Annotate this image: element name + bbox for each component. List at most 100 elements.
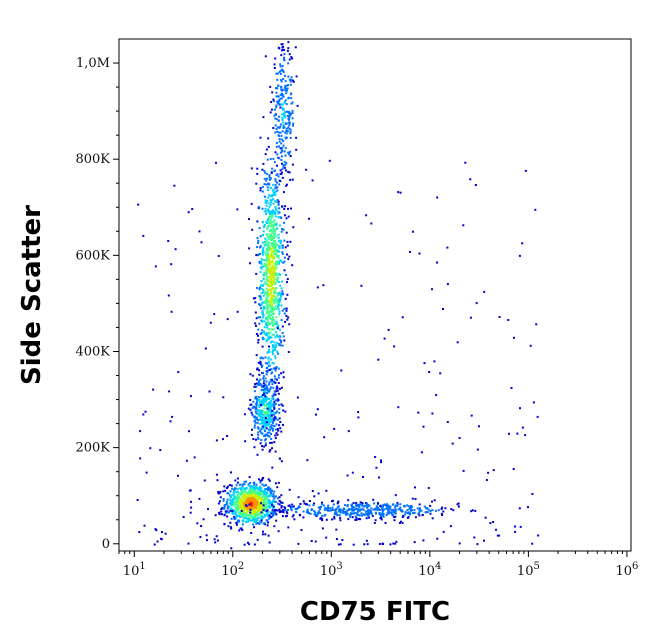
event-dot <box>250 433 253 436</box>
event-dot <box>271 500 274 503</box>
event-dot <box>248 488 251 491</box>
event-dot <box>259 497 262 499</box>
event-dot <box>474 184 477 186</box>
event-dot <box>226 318 229 321</box>
event-dot <box>254 519 257 522</box>
event-dot <box>269 300 272 303</box>
event-dot <box>401 316 404 319</box>
event-dot <box>292 505 295 508</box>
event-dot <box>295 508 298 510</box>
event-dot <box>258 485 261 488</box>
event-dot <box>274 249 277 252</box>
event-dot <box>230 517 233 520</box>
event-dot <box>363 543 366 546</box>
event-dot <box>285 217 288 220</box>
event-dot <box>316 514 319 517</box>
event-dot <box>279 169 282 172</box>
event-dot <box>247 497 250 500</box>
event-dot <box>295 148 298 151</box>
event-dot <box>234 505 237 508</box>
event-dot <box>257 254 260 257</box>
event-dot <box>274 357 277 360</box>
event-dot <box>261 241 264 244</box>
event-dot <box>267 510 270 513</box>
event-dot <box>345 510 348 513</box>
event-dot <box>283 239 286 242</box>
event-dot <box>278 310 281 313</box>
event-dot <box>264 496 267 499</box>
event-dot <box>268 230 271 232</box>
x-tick-label: 102 <box>221 561 244 579</box>
event-dot <box>274 206 277 209</box>
event-dot <box>241 493 244 495</box>
event-dot <box>266 412 269 415</box>
event-dot <box>260 384 263 387</box>
event-dot <box>407 516 410 519</box>
event-dot <box>278 100 281 103</box>
event-dot <box>268 487 271 490</box>
event-dot <box>265 291 268 294</box>
event-dot <box>281 130 284 133</box>
event-dot <box>473 536 476 539</box>
event-dot <box>281 43 284 46</box>
event-dot <box>270 438 273 440</box>
event-dot <box>389 508 392 511</box>
event-dot <box>254 397 257 400</box>
event-dot <box>279 510 282 513</box>
event-dot <box>429 510 432 512</box>
event-dot <box>331 506 334 509</box>
event-dot <box>294 46 297 49</box>
event-dot <box>232 508 235 511</box>
event-dot <box>203 479 206 482</box>
event-dot <box>284 214 286 217</box>
event-dot <box>310 540 313 542</box>
event-dot <box>271 397 274 400</box>
event-dot <box>285 88 288 91</box>
event-dot <box>265 484 268 486</box>
event-dot <box>182 516 185 518</box>
event-dot <box>271 195 274 198</box>
event-dot <box>342 511 345 514</box>
event-dot <box>220 513 223 516</box>
event-dot <box>288 124 291 127</box>
event-dot <box>274 124 277 127</box>
event-dot <box>257 433 260 436</box>
event-dot <box>401 510 404 513</box>
event-dot <box>282 144 285 147</box>
event-dot <box>380 513 383 516</box>
event-dot <box>258 495 260 498</box>
event-dot <box>187 542 190 545</box>
event-dot <box>368 511 371 514</box>
event-dot <box>276 210 279 213</box>
event-dot <box>273 319 276 322</box>
event-dot <box>252 523 255 526</box>
event-dot <box>279 297 282 300</box>
event-dot <box>230 471 232 474</box>
event-dot <box>282 228 285 231</box>
event-dot <box>262 291 265 294</box>
event-dot <box>351 503 354 506</box>
event-dot <box>317 511 320 514</box>
event-dot <box>246 496 248 499</box>
event-dot <box>263 507 266 510</box>
event-dot <box>268 313 271 316</box>
event-dot <box>232 510 235 513</box>
event-dot <box>422 425 425 428</box>
event-dot <box>273 267 276 270</box>
event-dot <box>290 207 292 210</box>
event-dot <box>355 503 358 506</box>
event-dot <box>278 103 281 106</box>
event-dot <box>264 438 267 441</box>
event-dot <box>269 266 272 269</box>
event-dot <box>267 321 269 324</box>
event-dot <box>232 499 235 502</box>
event-dot <box>302 500 305 503</box>
event-dot <box>367 511 370 514</box>
event-dot <box>275 432 278 435</box>
event-dot <box>518 507 521 510</box>
event-dot <box>274 200 277 203</box>
event-dot <box>267 361 270 364</box>
event-dot <box>268 215 271 218</box>
event-dot <box>325 518 328 521</box>
